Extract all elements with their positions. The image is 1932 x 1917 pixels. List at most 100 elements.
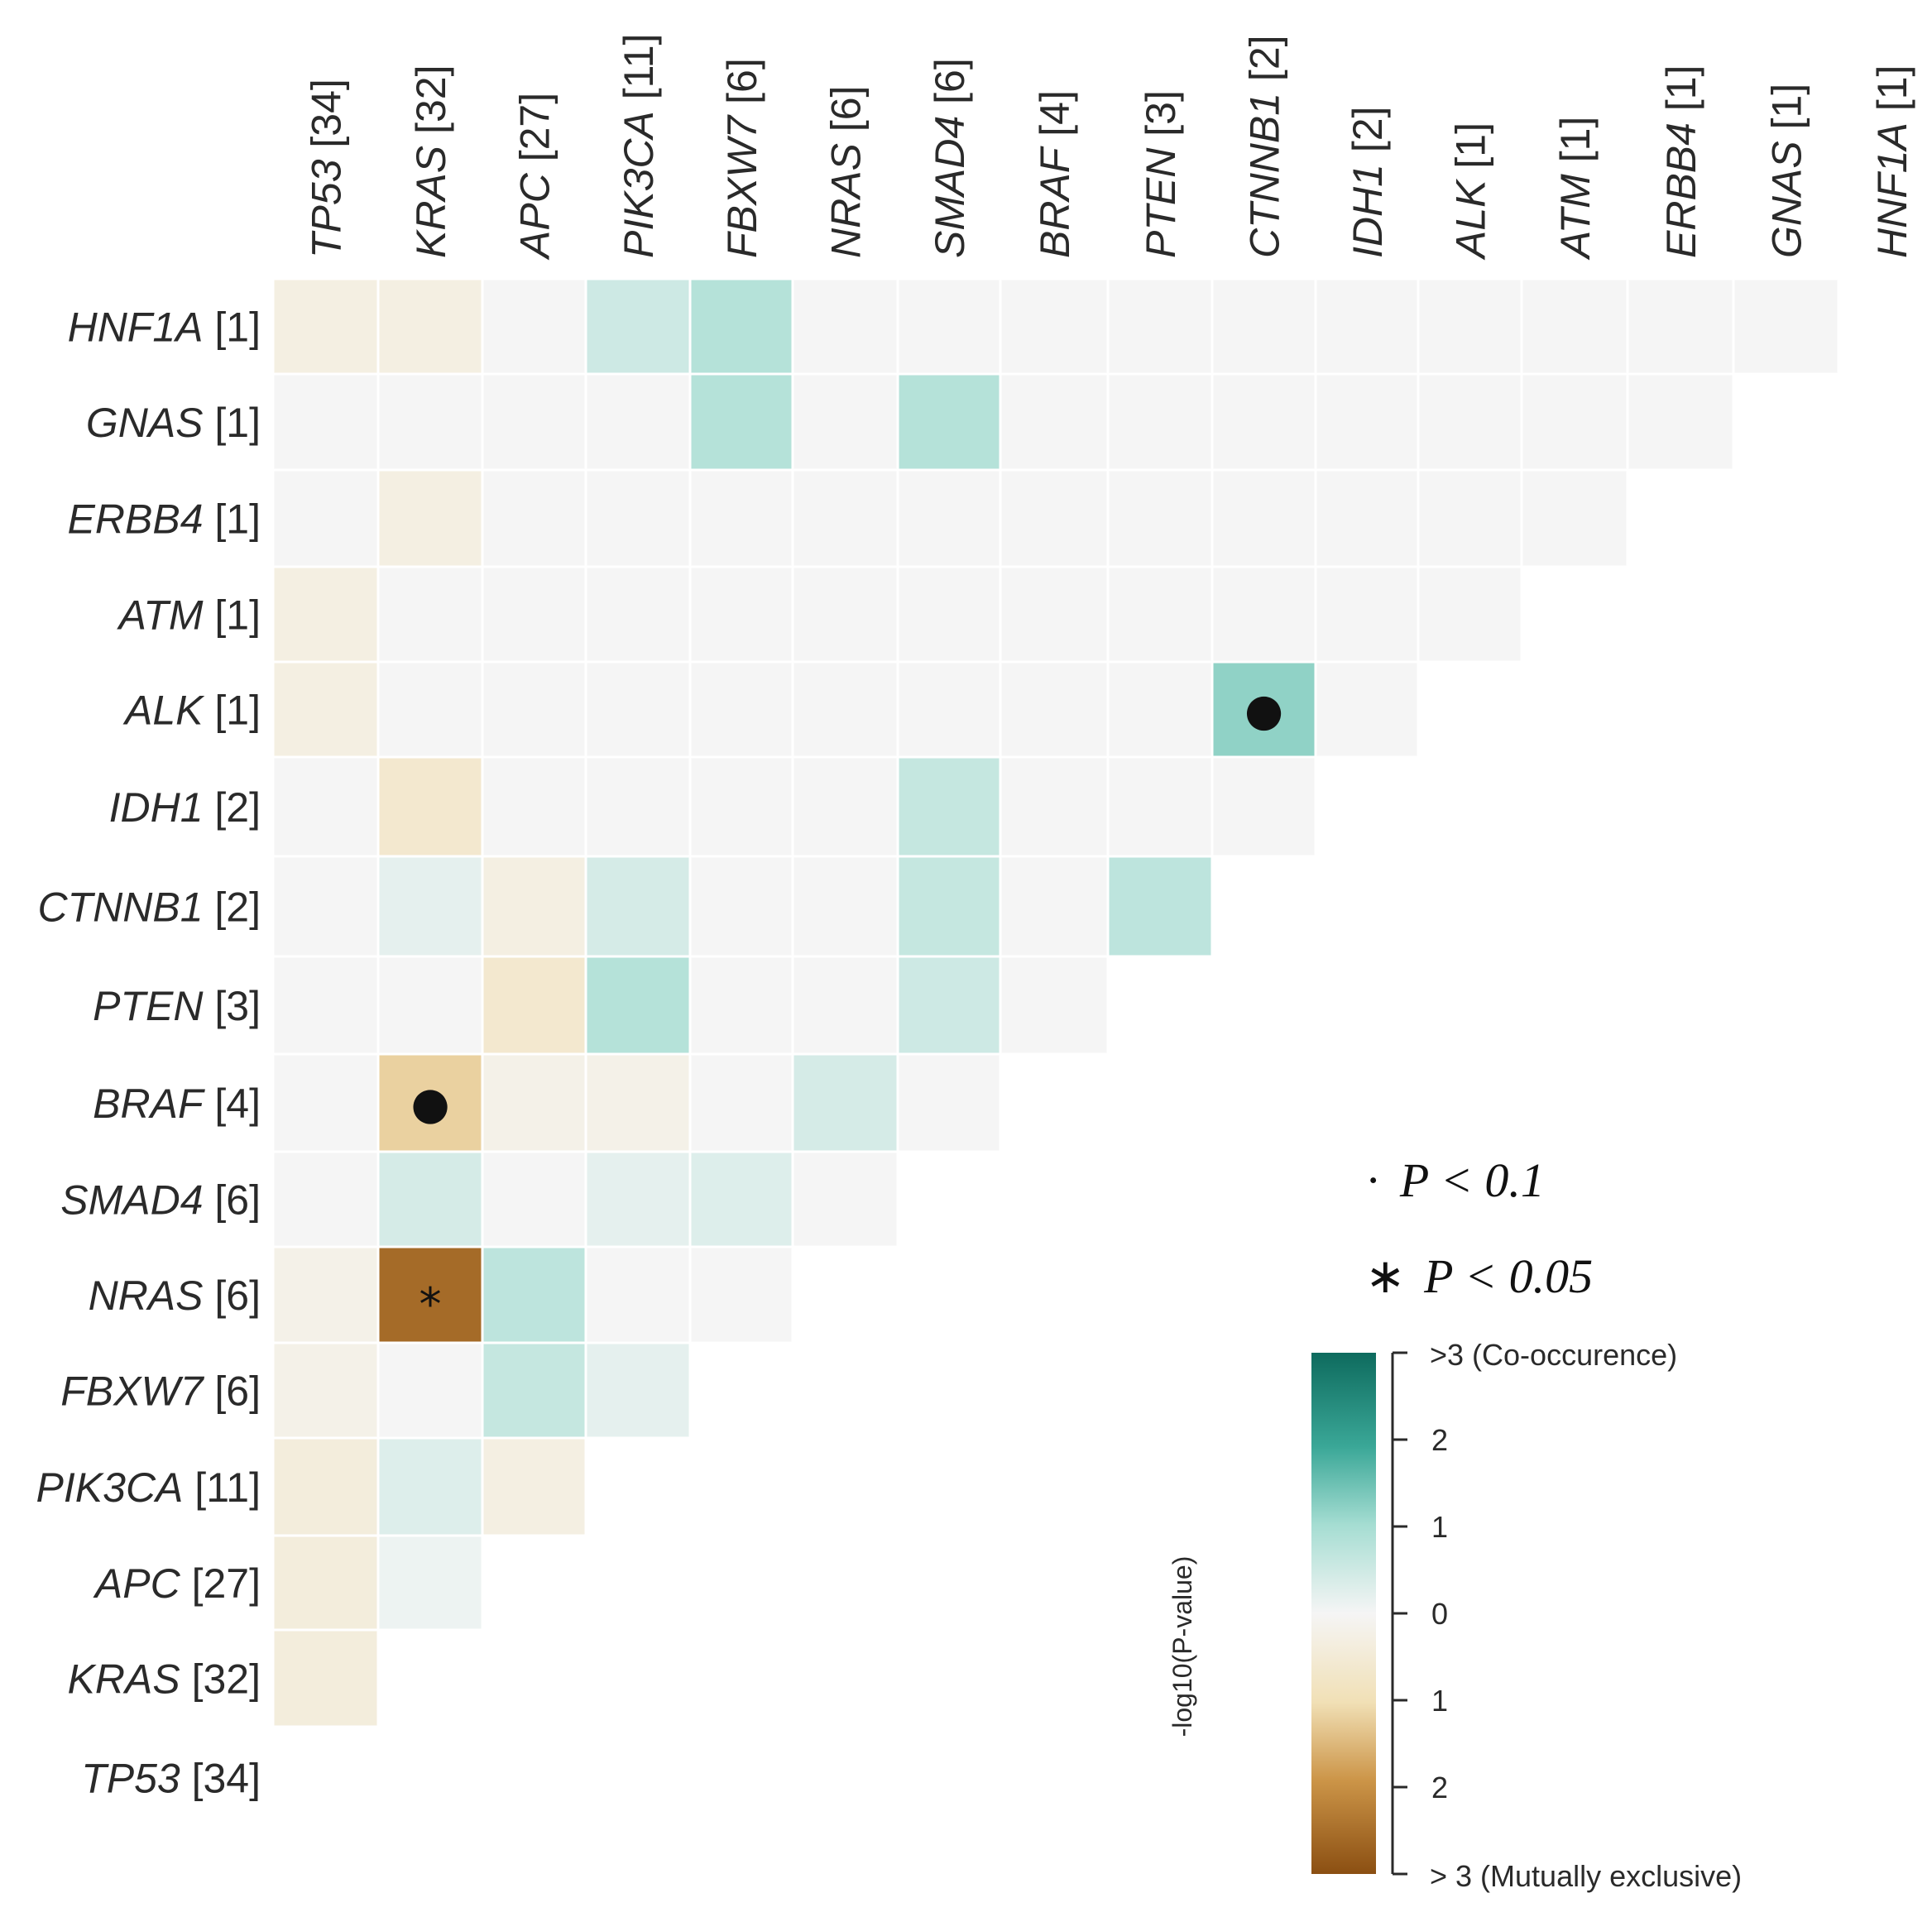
cell-nras-pik3ca [587,1248,689,1342]
cell-ctnnb1-pik3ca [587,857,689,956]
colorbar-ticks: 2 1 0 1 2 [1393,1351,1448,1876]
cell-gnas-alk [1419,375,1521,469]
cell-gnas-apc [483,375,585,469]
cell-braf-smad4 [899,1055,1000,1151]
row-label-erbb4: ERBB4 [1] [68,496,261,543]
cell-pten-fbxw7 [691,957,792,1053]
cell-hnf1a-smad4 [899,280,1000,373]
cell-braf-fbxw7 [691,1055,792,1151]
cell-idh1-braf [1001,758,1107,855]
cell-fbxw7-apc [483,1344,585,1437]
cell-idh1-apc [483,758,585,855]
mark-braf-kras: ● [410,1077,449,1129]
cell-atm-alk [1419,568,1521,661]
cell-ctnnb1-kras [379,857,482,956]
cell-erbb4-alk [1419,471,1521,566]
colorbar-tick-label: 2 [1431,1771,1448,1804]
col-label-smad4: SMAD4 [6] [927,58,973,258]
cell-fbxw7-pik3ca [587,1344,689,1437]
cell-ctnnb1-tp53 [274,857,377,956]
cell-hnf1a-braf [1001,280,1107,373]
cell-alk-ctnnb1 [1213,663,1315,756]
cell-ctnnb1-smad4 [899,857,1000,956]
cell-pten-nras [793,957,897,1053]
cell-erbb4-smad4 [899,471,1000,566]
cell-atm-ctnnb1 [1213,568,1315,661]
cell-alk-pik3ca [587,663,689,756]
cell-atm-tp53 [274,568,377,661]
cell-smad4-fbxw7 [691,1153,792,1246]
col-label-kras: KRAS [32] [408,65,454,258]
cell-gnas-atm [1522,375,1627,469]
cell-pten-apc [483,957,585,1053]
cell-ctnnb1-pten [1109,857,1211,956]
colorbar-tick-label: 1 [1431,1510,1448,1544]
row-label-idh1: IDH1 [2] [109,784,261,831]
row-label-braf: BRAF [4] [93,1081,261,1127]
cell-braf-kras [379,1055,482,1151]
cell-erbb4-ctnnb1 [1213,471,1315,566]
cell-pik3ca-tp53 [274,1439,377,1535]
cell-idh1-tp53 [274,758,377,855]
row-label-gnas: GNAS [1] [86,400,261,446]
col-label-gnas: GNAS [1] [1764,84,1810,258]
cell-hnf1a-ctnnb1 [1213,280,1315,373]
cell-gnas-pten [1109,375,1211,469]
cell-hnf1a-tp53 [274,280,377,373]
cell-idh1-smad4 [899,758,1000,855]
cell-atm-smad4 [899,568,1000,661]
cell-braf-tp53 [274,1055,377,1151]
cell-pten-pik3ca [587,957,689,1053]
cell-alk-nras [793,663,897,756]
col-label-pik3ca: PIK3CA [11] [616,34,662,258]
row-label-ctnnb1: CTNNB1 [2] [37,884,261,931]
cell-gnas-ctnnb1 [1213,375,1315,469]
cell-alk-tp53 [274,663,377,756]
cell-hnf1a-erbb4 [1628,280,1733,373]
row-label-fbxw7: FBXW7 [6] [60,1368,261,1415]
cell-alk-fbxw7 [691,663,792,756]
cell-hnf1a-nras [793,280,897,373]
colorbar: 2 1 0 1 2 >3 (Co-occurence) > 3 (Mutually ex… [1167,1338,1742,1893]
cell-apc-kras [379,1536,482,1629]
cell-pten-tp53 [274,957,377,1053]
cell-ctnnb1-braf [1001,857,1107,956]
col-label-atm: ATM [1] [1552,117,1599,261]
sig-legend-p01-label: P < 0.1 [1399,1153,1545,1207]
cell-erbb4-pik3ca [587,471,689,566]
cell-pten-braf [1001,957,1107,1053]
col-label-fbxw7: FBXW7 [6] [719,58,765,258]
cell-hnf1a-atm [1522,280,1627,373]
colorbar-top-label: >3 (Co-occurence) [1430,1338,1677,1372]
cell-ctnnb1-nras [793,857,897,956]
cell-atm-pten [1109,568,1211,661]
cell-erbb4-kras [379,471,482,566]
row-label-pik3ca: PIK3CA [11] [36,1464,261,1511]
cell-pten-smad4 [899,957,1000,1053]
cell-nras-kras [379,1248,482,1342]
cell-gnas-smad4 [899,375,1000,469]
col-label-hnf1a: HNF1A [1] [1869,65,1915,258]
row-label-smad4: SMAD4 [6] [60,1177,261,1224]
cell-gnas-pik3ca [587,375,689,469]
cell-erbb4-braf [1001,471,1107,566]
cell-idh1-kras [379,758,482,855]
cell-pik3ca-kras [379,1439,482,1535]
cell-hnf1a-fbxw7 [691,280,792,373]
cell-gnas-braf [1001,375,1107,469]
cell-ctnnb1-apc [483,857,585,956]
cell-alk-kras [379,663,482,756]
cell-fbxw7-tp53 [274,1344,377,1437]
significance-marks: ● ● * [410,684,1283,1331]
colorbar-bottom-label: > 3 (Mutually exclusive) [1430,1859,1742,1893]
cell-hnf1a-apc [483,280,585,373]
sig-legend-p01: · P < 0.1 [1365,1153,1545,1207]
cell-erbb4-apc [483,471,585,566]
cell-erbb4-atm [1522,471,1627,566]
significance-legend: · P < 0.1 ∗ P < 0.05 [1365,1153,1593,1303]
colorbar-title: -log10(P-value) [1167,1556,1197,1737]
cell-idh1-fbxw7 [691,758,792,855]
col-label-braf: BRAF [4] [1032,90,1078,258]
cell-hnf1a-idh1 [1316,280,1417,373]
